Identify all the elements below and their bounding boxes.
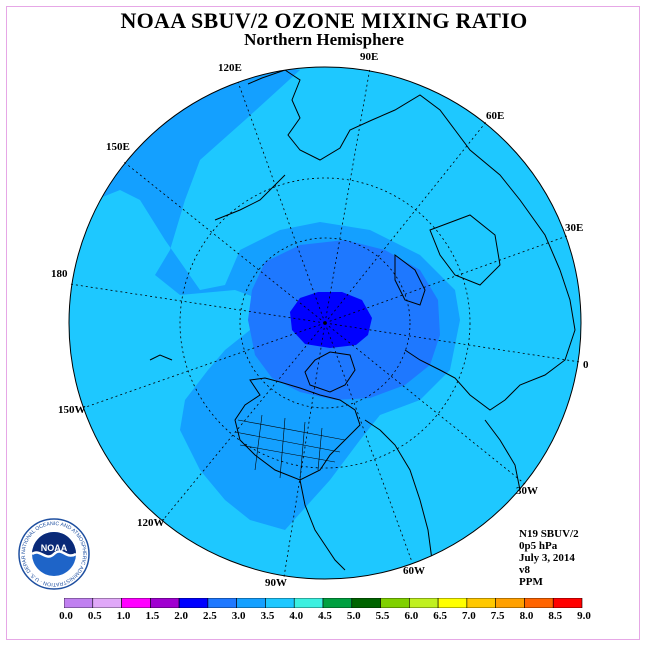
product-info: N19 SBUV/2 0p5 hPa July 3, 2014 v8 PPM [519, 528, 579, 588]
version-label: v8 [519, 564, 530, 576]
colorbar-tick-label: 5.0 [346, 610, 361, 622]
lon-label-90w: 90W [265, 577, 287, 589]
lon-label-120e: 120E [218, 62, 242, 74]
colorbar-swatch [409, 598, 439, 608]
colorbar-swatch [322, 598, 353, 608]
colorbar-swatch [466, 598, 496, 608]
lon-label-30w: 30W [516, 485, 538, 497]
lon-label-30e: 30E [565, 222, 584, 234]
lon-label-120w: 120W [137, 517, 165, 529]
colorbar-tick-label: 8.5 [548, 610, 563, 622]
colorbar-tick-label: 0.0 [59, 610, 73, 622]
colorbar-tick-label: 0.5 [87, 610, 102, 622]
colorbar-swatch [92, 598, 122, 608]
map-title: NOAA SBUV/2 OZONE MIXING RATIO [120, 8, 528, 33]
units-label: PPM [519, 576, 543, 588]
lon-label-90e: 90E [360, 51, 379, 63]
ozone-field-2-0 [290, 292, 372, 348]
colorbar-swatch [351, 598, 381, 608]
colorbar-swatch [207, 598, 237, 608]
colorbar-tick-label: 4.0 [289, 610, 304, 622]
lon-label-0: 0 [583, 359, 589, 371]
colorbar-tick-label: 4.5 [318, 610, 332, 622]
noaa-logo: NATIONAL OCEANIC AND ATMOSPHERIC ADMINIS… [18, 518, 90, 590]
colorbar-swatch [236, 598, 266, 608]
date-label: July 3, 2014 [519, 552, 575, 564]
colorbar-swatch [552, 598, 583, 608]
colorbar-tick-label: 6.0 [404, 610, 419, 622]
colorbar-swatch [121, 598, 151, 608]
colorbar [64, 598, 583, 608]
colorbar-tick-label: 8.0 [519, 610, 534, 622]
pressure-level-label: 0p5 hPa [519, 540, 558, 552]
colorbar-tick-label: 6.5 [433, 610, 447, 622]
lon-label-180: 180 [51, 268, 68, 280]
colorbar-tick-label: 7.0 [462, 610, 476, 622]
colorbar-swatch [524, 598, 554, 608]
lon-label-60e: 60E [486, 110, 505, 122]
graticule [69, 67, 581, 578]
colorbar-tick-label: 2.5 [203, 610, 217, 622]
instrument-label: N19 SBUV/2 [519, 528, 579, 540]
colorbar-tick-label: 7.5 [490, 610, 505, 622]
state-boundaries [234, 414, 346, 481]
colorbar-tick-label: 2.0 [174, 610, 188, 622]
colorbar-swatch [380, 598, 410, 608]
colorbar-swatch [64, 598, 94, 608]
colorbar-tick-label: 1.0 [116, 610, 131, 622]
colorbar-tick-label: 3.5 [260, 610, 275, 622]
colorbar-swatch [293, 598, 324, 608]
colorbar-swatch [437, 598, 468, 608]
colorbar-swatch [150, 598, 180, 608]
page-frame [6, 6, 640, 640]
colorbar-tick-label: 5.5 [375, 610, 390, 622]
map-subtitle: Northern Hemisphere [244, 30, 404, 49]
logo-wordmark: NOAA [41, 543, 68, 553]
colorbar-swatch [495, 598, 525, 608]
map-boundary-circle [68, 66, 582, 580]
colorbar-swatch [178, 598, 209, 608]
lon-label-150e: 150E [106, 141, 130, 153]
colorbar-tick-label: 1.5 [145, 610, 160, 622]
lon-label-150w: 150W [58, 404, 86, 416]
lon-label-60w: 60W [403, 565, 425, 577]
colorbar-tick-label: 9.0 [577, 610, 591, 622]
coastlines [149, 69, 576, 571]
colorbar-swatch [265, 598, 295, 608]
colorbar-tick-label: 3.0 [231, 610, 246, 622]
